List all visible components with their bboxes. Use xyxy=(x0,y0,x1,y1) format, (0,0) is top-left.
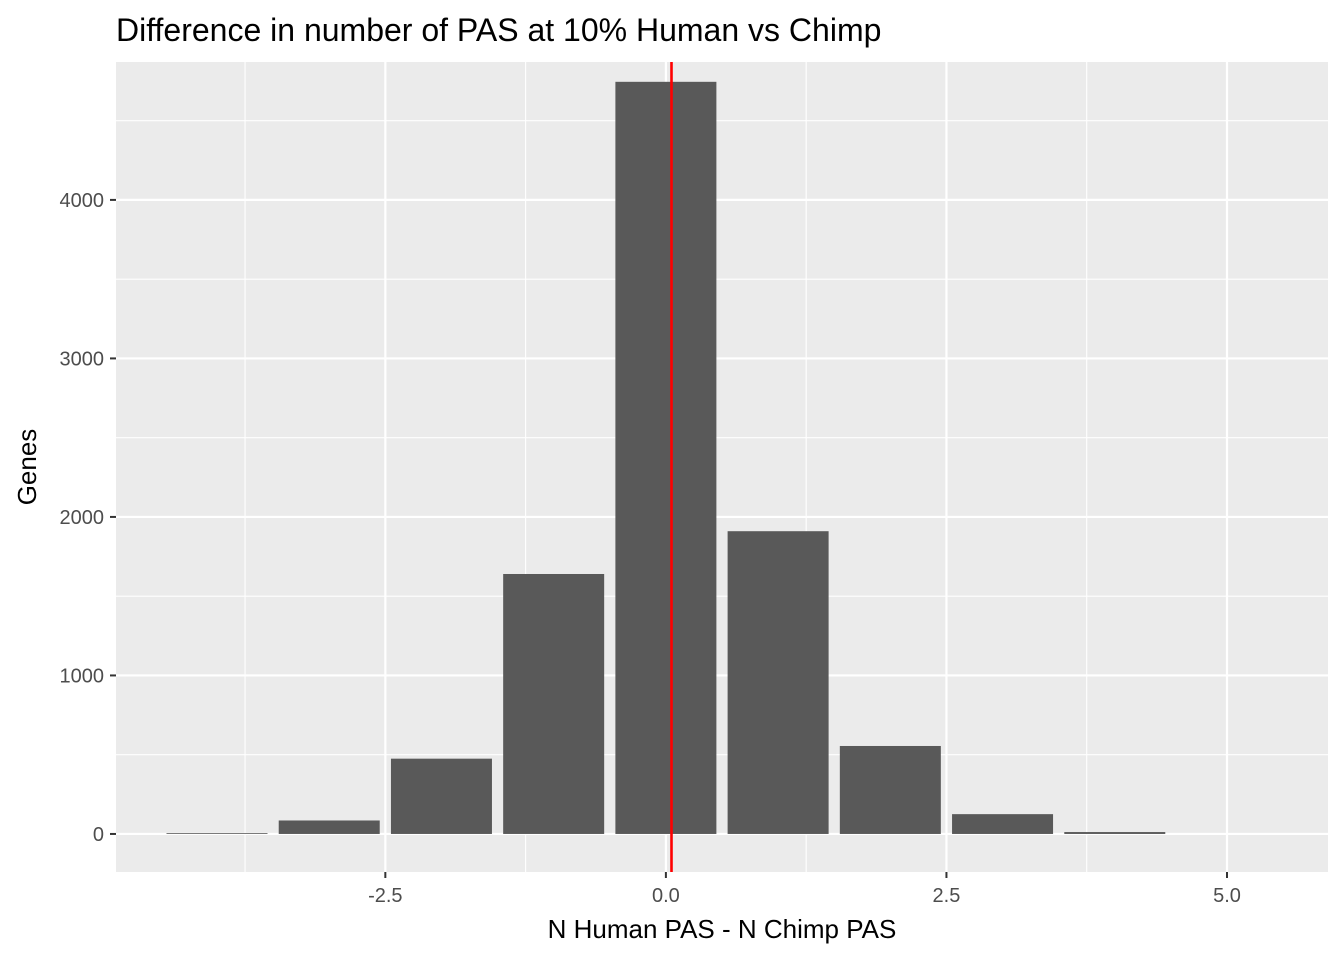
y-tick-label: 2000 xyxy=(60,507,105,529)
bar xyxy=(952,814,1054,834)
bar xyxy=(1064,832,1166,834)
x-tick-label: 2.5 xyxy=(933,885,961,907)
y-tick-label: 0 xyxy=(93,824,104,846)
x-axis: -2.5 0.0 2.5 5.0 xyxy=(368,872,1241,907)
bar xyxy=(503,573,605,834)
y-axis-title: Genes xyxy=(12,429,42,506)
bars xyxy=(166,81,1166,834)
x-tick-label: 0.0 xyxy=(652,885,680,907)
chart-title: Difference in number of PAS at 10% Human… xyxy=(116,12,881,48)
y-tick-label: 1000 xyxy=(60,665,105,687)
bar xyxy=(727,531,829,834)
x-axis-title: N Human PAS - N Chimp PAS xyxy=(548,914,897,944)
bar xyxy=(390,758,492,834)
plot-panel xyxy=(116,62,1328,872)
y-axis: 0 1000 2000 3000 4000 xyxy=(60,190,116,846)
y-tick-label: 4000 xyxy=(60,190,105,212)
x-tick-label: -2.5 xyxy=(368,885,402,907)
bar xyxy=(278,820,380,834)
y-tick-label: 3000 xyxy=(60,348,105,370)
x-tick-label: 5.0 xyxy=(1213,885,1241,907)
bar xyxy=(839,745,941,834)
bar xyxy=(166,833,268,834)
minor-gridlines xyxy=(116,62,1328,872)
bar xyxy=(615,81,717,834)
